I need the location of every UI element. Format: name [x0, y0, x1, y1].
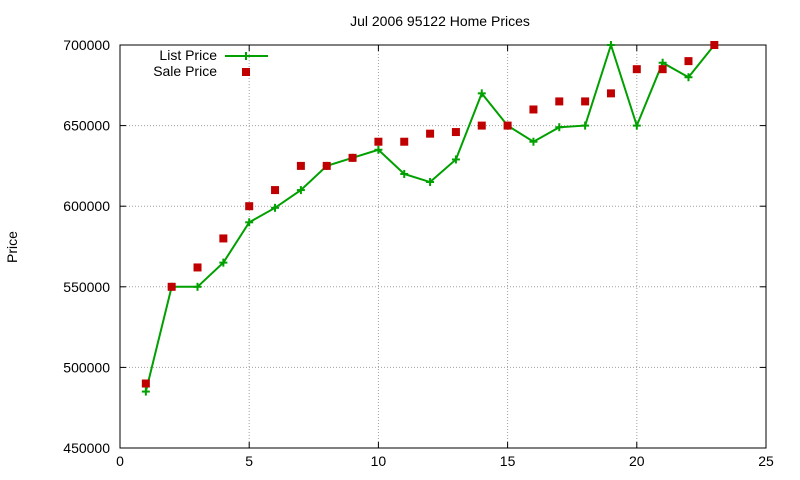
- y-tick-label: 450000: [63, 440, 110, 456]
- list-price-point: [555, 123, 564, 132]
- sale-price-point: [503, 121, 512, 130]
- list-price-line: [144, 41, 716, 392]
- sale-price-point: [400, 137, 409, 146]
- list-price-point: [426, 178, 435, 187]
- sale-price-point: [322, 161, 331, 170]
- sale-price-point: [710, 41, 719, 49]
- y-axis-label: Price: [4, 231, 20, 263]
- x-tick-label: 0: [116, 453, 124, 469]
- list-price-point: [477, 89, 486, 98]
- series-sale-price: [141, 41, 719, 388]
- list-price-point: [529, 137, 538, 146]
- sale-price-point: [555, 97, 564, 106]
- sale-price-point: [581, 97, 590, 106]
- sale-price-point: [271, 186, 280, 195]
- sale-price-point: [477, 121, 486, 130]
- legend-marker-sale-price: [242, 68, 250, 76]
- list-price-point: [193, 282, 202, 291]
- sale-price-point: [167, 282, 176, 291]
- list-price-point: [581, 121, 590, 130]
- sale-price-point: [141, 379, 150, 388]
- legend: List Price Sale Price: [153, 47, 268, 79]
- sale-price-point: [245, 202, 254, 211]
- list-price-point: [400, 169, 409, 178]
- sale-price-point: [632, 65, 641, 74]
- series: [141, 41, 719, 396]
- legend-label-sale-price: Sale Price: [153, 63, 217, 79]
- sale-price-point: [374, 137, 383, 146]
- sale-price-point: [219, 234, 228, 243]
- legend-label-list-price: List Price: [159, 47, 217, 63]
- sale-price-point: [451, 128, 460, 137]
- x-tick-label: 20: [629, 453, 645, 469]
- list-price-point: [374, 145, 383, 154]
- list-price-point: [141, 387, 150, 396]
- axes: [119, 44, 767, 449]
- list-price-point: [296, 186, 305, 195]
- chart-title: Jul 2006 95122 Home Prices: [350, 13, 530, 29]
- sale-price-point: [606, 89, 615, 98]
- sale-price-point: [193, 263, 202, 272]
- list-price-point: [271, 203, 280, 212]
- y-tick-label: 700000: [63, 37, 110, 53]
- sale-price-point: [658, 65, 667, 74]
- legend-marker-list-price: [242, 52, 250, 60]
- grid-lines: [120, 45, 766, 448]
- y-tick-label: 500000: [63, 359, 110, 375]
- x-tick-label: 25: [758, 453, 774, 469]
- list-price-point: [606, 41, 615, 49]
- x-tick-label: 5: [245, 453, 253, 469]
- list-price-point: [219, 258, 228, 267]
- sale-price-point: [348, 153, 357, 162]
- y-tick-label: 600000: [63, 198, 110, 214]
- list-price-point: [451, 155, 460, 164]
- sale-price-point: [296, 161, 305, 170]
- sale-price-point: [684, 57, 693, 66]
- series-list-price: [141, 41, 719, 396]
- y-tick-label: 550000: [63, 279, 110, 295]
- list-price-point: [632, 121, 641, 130]
- sale-price-point: [529, 105, 538, 114]
- x-tick-label: 10: [371, 453, 387, 469]
- x-tick-label: 15: [500, 453, 516, 469]
- y-tick-label: 650000: [63, 118, 110, 134]
- list-price-point: [684, 73, 693, 82]
- plot-frame: [119, 44, 767, 449]
- sale-price-point: [426, 129, 435, 138]
- list-price-point: [245, 218, 254, 227]
- tick-labels: 0 5 10 15 20 25 450000 500000 550000 600000 650000…: [63, 37, 774, 469]
